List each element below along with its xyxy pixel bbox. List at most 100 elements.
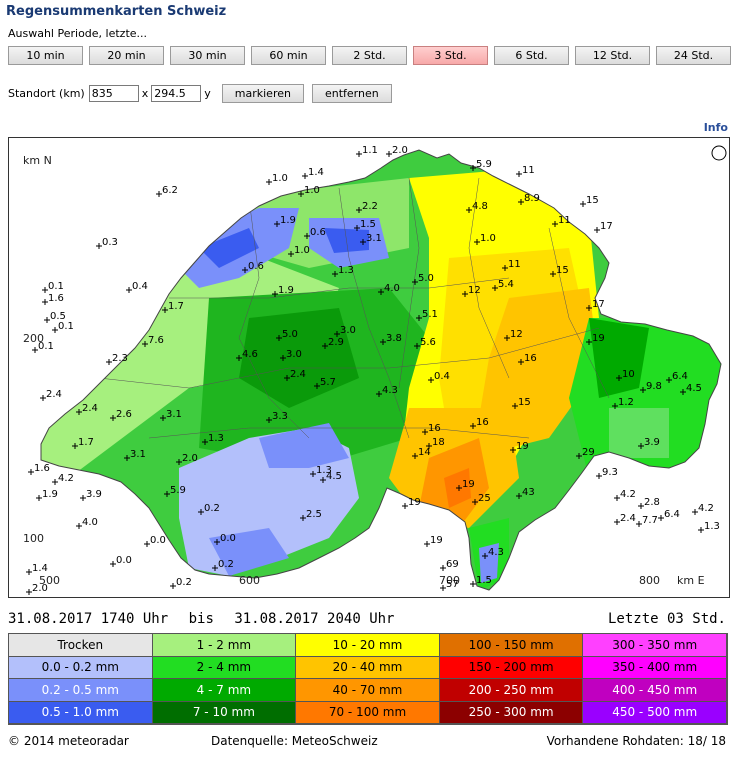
station-marker[interactable]: 2.4 bbox=[284, 369, 306, 381]
station-marker[interactable]: 14 bbox=[412, 447, 431, 459]
station-marker[interactable]: 1.1 bbox=[356, 145, 378, 157]
station-marker[interactable]: 19 bbox=[402, 497, 421, 509]
station-marker[interactable]: 3.9 bbox=[638, 437, 660, 449]
station-marker[interactable]: 1.2 bbox=[612, 397, 634, 409]
station-marker[interactable]: 17 bbox=[586, 299, 605, 311]
station-marker[interactable]: 0.1 bbox=[32, 341, 54, 353]
station-marker[interactable]: 4.8 bbox=[466, 201, 488, 213]
station-marker[interactable]: 0.0 bbox=[110, 555, 132, 567]
station-marker[interactable]: 4.2 bbox=[614, 489, 636, 501]
station-marker[interactable]: 2.5 bbox=[300, 509, 322, 521]
station-marker[interactable]: 7.6 bbox=[142, 335, 164, 347]
station-marker[interactable]: 2.8 bbox=[638, 497, 660, 509]
station-marker[interactable]: 18 bbox=[426, 437, 445, 449]
info-link[interactable]: Info bbox=[703, 121, 728, 134]
station-marker[interactable]: 1.6 bbox=[28, 463, 50, 475]
station-marker[interactable]: 3.3 bbox=[266, 411, 288, 423]
station-marker[interactable]: 3.0 bbox=[334, 325, 356, 337]
station-marker[interactable]: 2.6 bbox=[110, 409, 132, 421]
period-button[interactable]: 10 min bbox=[8, 46, 83, 65]
station-marker[interactable]: 0.2 bbox=[198, 503, 220, 515]
station-marker[interactable]: 19 bbox=[586, 333, 605, 345]
station-marker[interactable]: 6.4 bbox=[666, 371, 688, 383]
station-marker[interactable]: 1.3 bbox=[202, 433, 224, 445]
station-marker[interactable]: 1.4 bbox=[26, 563, 48, 575]
station-marker[interactable]: 0.4 bbox=[126, 281, 148, 293]
station-marker[interactable]: 0.2 bbox=[170, 577, 192, 589]
station-marker[interactable]: 6.2 bbox=[156, 185, 178, 197]
station-marker[interactable]: 2.4 bbox=[614, 513, 636, 525]
station-marker[interactable]: 0.3 bbox=[96, 237, 118, 249]
station-marker[interactable]: 4.3 bbox=[376, 385, 398, 397]
station-marker[interactable]: 11 bbox=[516, 165, 535, 177]
station-marker[interactable]: 4.3 bbox=[482, 547, 504, 559]
station-marker[interactable]: 3.1 bbox=[360, 233, 382, 245]
station-marker[interactable]: 4.5 bbox=[320, 471, 342, 483]
station-marker[interactable]: 0.1 bbox=[52, 321, 74, 333]
station-marker[interactable]: 2.9 bbox=[322, 337, 344, 349]
station-marker[interactable]: 0.5 bbox=[44, 311, 66, 323]
station-marker[interactable]: 12 bbox=[462, 285, 481, 297]
station-marker[interactable]: 11 bbox=[552, 215, 571, 227]
station-marker[interactable]: 5.9 bbox=[164, 485, 186, 497]
station-marker[interactable]: 0.2 bbox=[212, 559, 234, 571]
station-marker[interactable]: 4.6 bbox=[236, 349, 258, 361]
station-marker[interactable]: 3.9 bbox=[80, 489, 102, 501]
station-marker[interactable]: 0.4 bbox=[428, 371, 450, 383]
station-marker[interactable]: 15 bbox=[580, 195, 599, 207]
station-marker[interactable]: 19 bbox=[510, 441, 529, 453]
location-y-input[interactable] bbox=[151, 85, 202, 102]
period-button[interactable]: 24 Std. bbox=[656, 46, 731, 65]
period-button[interactable]: 2 Std. bbox=[332, 46, 407, 65]
location-x-input[interactable] bbox=[88, 85, 139, 102]
period-button[interactable]: 6 Std. bbox=[494, 46, 569, 65]
station-marker[interactable]: 2.2 bbox=[356, 201, 378, 213]
station-marker[interactable]: 16 bbox=[518, 353, 537, 365]
station-marker[interactable]: 7.7 bbox=[636, 515, 658, 527]
station-marker[interactable]: 69 bbox=[440, 559, 459, 571]
station-marker[interactable]: 5.7 bbox=[314, 377, 336, 389]
station-marker[interactable]: 9.8 bbox=[640, 381, 662, 393]
station-marker[interactable]: 10 bbox=[616, 369, 635, 381]
station-marker[interactable]: 1.0 bbox=[474, 233, 496, 245]
station-marker[interactable]: 1.7 bbox=[162, 301, 184, 313]
rain-map[interactable]: 200 100 500 600 700 800 1.1 2.0 5.9 11 1.4 1.0 1.0 8… bbox=[8, 137, 730, 598]
period-button[interactable]: 60 min bbox=[251, 46, 326, 65]
period-button[interactable]: 20 min bbox=[89, 46, 164, 65]
station-marker[interactable]: 11 bbox=[502, 259, 521, 271]
station-marker[interactable]: 6.4 bbox=[658, 509, 680, 521]
station-marker[interactable]: 1.5 bbox=[470, 575, 492, 587]
station-marker[interactable]: 29 bbox=[576, 447, 595, 459]
station-marker[interactable]: 5.1 bbox=[416, 309, 438, 321]
station-marker[interactable]: 2.0 bbox=[176, 453, 198, 465]
station-marker[interactable]: 5.0 bbox=[276, 329, 298, 341]
station-marker[interactable]: 43 bbox=[516, 487, 535, 499]
station-marker[interactable]: 3.1 bbox=[124, 449, 146, 461]
station-marker[interactable]: 12 bbox=[504, 329, 523, 341]
station-marker[interactable]: 3.8 bbox=[380, 333, 402, 345]
station-marker[interactable]: 5.4 bbox=[492, 279, 514, 291]
station-marker[interactable]: 5.0 bbox=[412, 273, 434, 285]
station-marker[interactable]: 2.0 bbox=[26, 583, 48, 595]
station-marker[interactable]: 4.2 bbox=[52, 473, 74, 485]
station-marker[interactable]: 1.5 bbox=[354, 219, 376, 231]
map-zoom-icon[interactable] bbox=[711, 145, 727, 161]
station-marker[interactable]: 19 bbox=[424, 535, 443, 547]
station-marker[interactable]: 0.0 bbox=[214, 533, 236, 545]
station-marker[interactable]: 5.6 bbox=[414, 337, 436, 349]
station-marker[interactable]: 15 bbox=[550, 265, 569, 277]
station-marker[interactable]: 15 bbox=[512, 397, 531, 409]
station-marker[interactable]: 1.0 bbox=[266, 173, 288, 185]
station-marker[interactable]: 0.6 bbox=[242, 261, 264, 273]
station-marker[interactable]: 0.6 bbox=[304, 227, 326, 239]
station-marker[interactable]: 1.6 bbox=[42, 293, 64, 305]
station-marker[interactable]: 4.5 bbox=[680, 383, 702, 395]
station-marker[interactable]: 1.9 bbox=[272, 285, 294, 297]
station-marker[interactable]: 1.9 bbox=[36, 489, 58, 501]
station-marker[interactable]: 5.9 bbox=[470, 159, 492, 171]
station-marker[interactable]: 1.3 bbox=[310, 465, 332, 477]
station-marker[interactable]: 2.4 bbox=[40, 389, 62, 401]
station-marker[interactable]: 1.0 bbox=[288, 245, 310, 257]
station-marker[interactable]: 1.3 bbox=[698, 521, 720, 533]
station-marker[interactable]: 1.9 bbox=[274, 215, 296, 227]
